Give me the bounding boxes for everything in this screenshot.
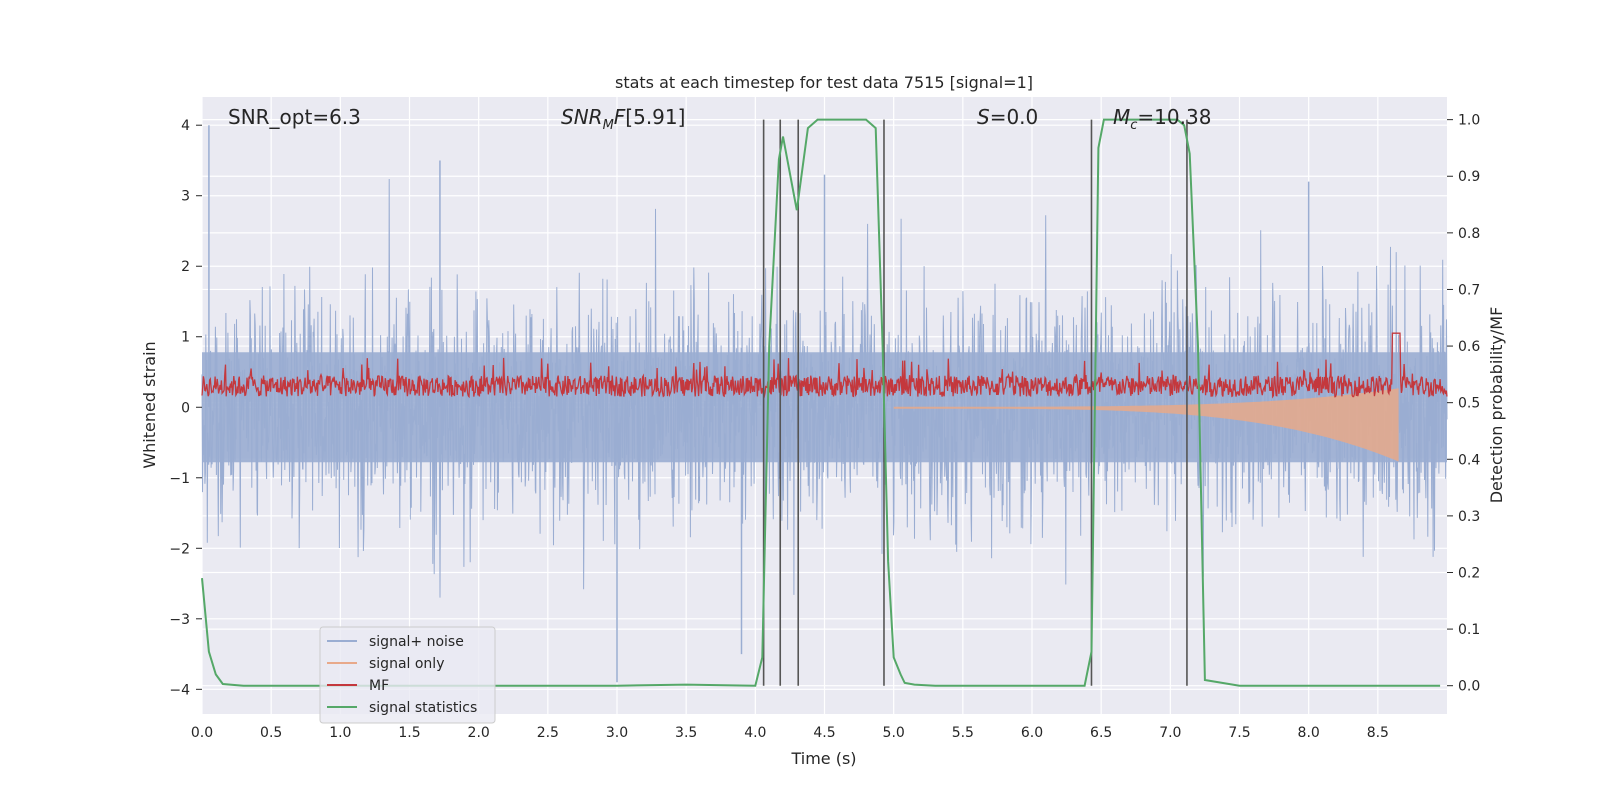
annotation-s: S=0.0	[977, 105, 1038, 129]
y-right-tick-label: 0.5	[1458, 396, 1480, 412]
x-tick-label: 3.5	[675, 725, 697, 741]
series-mf	[201, 332, 1448, 399]
annotation-snr-opt: SNR_opt=6.3	[228, 105, 361, 129]
x-tick-label: 4.0	[744, 725, 766, 741]
y-axis-label-left: Whitened strain	[140, 341, 159, 468]
y-tick-label: 3	[181, 189, 190, 205]
y-tick-label: −1	[169, 471, 190, 487]
annotation-mc: Mc=10.38	[1113, 105, 1211, 133]
y-tick-label: 2	[181, 259, 190, 275]
y-tick-label: −3	[169, 612, 190, 628]
y-tick-label: 1	[181, 330, 190, 346]
legend-box	[319, 626, 496, 724]
legend-label-mf: MF	[369, 678, 389, 694]
mf-line	[201, 332, 1448, 399]
series-signal-only	[893, 388, 1399, 462]
x-tick-label: 8.5	[1367, 725, 1389, 741]
y-right-tick-label: 0.4	[1458, 452, 1480, 468]
y-tick-label: −4	[169, 682, 190, 698]
y-tick-label: −2	[169, 541, 190, 557]
y-right-tick-label: 0.1	[1458, 622, 1480, 638]
legend-label-signal-only: signal only	[369, 656, 444, 672]
x-tick-label: 0.0	[191, 725, 213, 741]
x-tick-label: 6.5	[1090, 725, 1112, 741]
x-tick-label: 2.0	[468, 725, 490, 741]
signal-only-fill	[893, 388, 1399, 462]
y-right-tick-label: 0.6	[1458, 339, 1480, 355]
y-axis-label-right: Detection probability/MF	[1487, 307, 1506, 504]
y-right-tick-label: 0.8	[1458, 226, 1480, 242]
x-tick-label: 8.0	[1298, 725, 1320, 741]
annotation-s-value: =0.0	[990, 105, 1039, 129]
x-tick-label: 7.0	[1159, 725, 1181, 741]
y-right-tick-label: 1.0	[1458, 113, 1480, 129]
y-right-tick-label: 0.3	[1458, 509, 1480, 525]
y-axis-ticks-left: −4 −3 −2 −1 0 1 2 3 4	[169, 118, 202, 698]
y-tick-label: 0	[181, 400, 190, 416]
x-tick-label: 7.5	[1228, 725, 1250, 741]
annotation-snr-mf: SNRMF[5.91]	[561, 105, 685, 133]
y-right-tick-label: 0.9	[1458, 169, 1480, 185]
x-tick-label: 4.5	[813, 725, 835, 741]
vertical-markers	[762, 119, 1188, 686]
x-tick-label: 2.5	[537, 725, 559, 741]
x-tick-label: 1.0	[329, 725, 351, 741]
y-axis-ticks-right: 0.0 0.1 0.2 0.3 0.4 0.5 0.6 0.7 0.8 0.9 1.0	[1447, 113, 1480, 695]
y-tick-label: 4	[181, 118, 190, 134]
x-tick-label: 0.5	[260, 725, 282, 741]
annotation-snr-mf-value: [5.91]	[625, 105, 685, 129]
x-axis-label: Time (s)	[790, 749, 856, 768]
x-tick-label: 5.0	[883, 725, 905, 741]
annotation-mc-value: =10.38	[1137, 105, 1211, 129]
legend-label-signal-noise: signal+ noise	[369, 634, 464, 650]
x-tick-label: 6.0	[1021, 725, 1043, 741]
chart-title: stats at each timestep for test data 751…	[615, 73, 1033, 92]
y-right-tick-label: 0.0	[1458, 679, 1480, 695]
legend-label-signal-statistics: signal statistics	[369, 700, 477, 716]
y-right-tick-label: 0.7	[1458, 282, 1480, 298]
y-right-tick-label: 0.2	[1458, 565, 1480, 581]
x-axis-ticks: 0.0 0.5 1.0 1.5 2.0 2.5 3.0 3.5 4.0 4.5 5.0 5.5 6.0 6…	[191, 725, 1389, 741]
x-tick-label: 3.0	[606, 725, 628, 741]
legend: signal+ noise signal only MF signal stat…	[319, 626, 496, 724]
x-tick-label: 1.5	[398, 725, 420, 741]
x-tick-label: 5.5	[952, 725, 974, 741]
